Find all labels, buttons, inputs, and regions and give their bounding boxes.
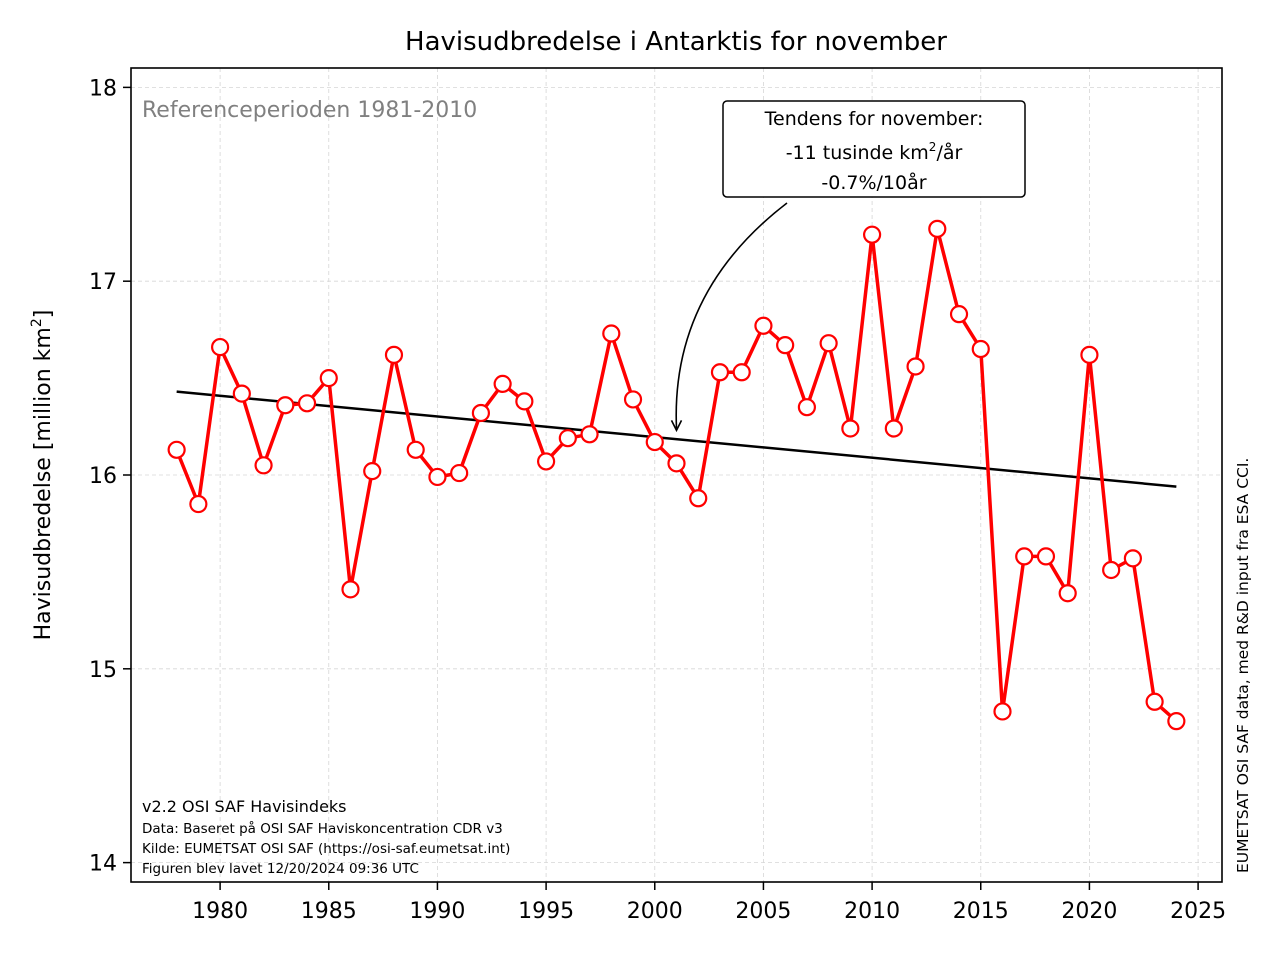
footer-line-3: Kilde: EUMETSAT OSI SAF (https://osi-saf…: [142, 841, 510, 857]
annotation-line-1: Tendens for november:: [764, 108, 984, 130]
data-point: [754, 316, 773, 335]
data-point: [732, 363, 751, 382]
annotation-layer: [670, 202, 788, 433]
y-tick-label: 18: [89, 76, 117, 101]
data-point: [884, 419, 903, 438]
data-point: [471, 403, 491, 423]
data-point: [406, 440, 425, 459]
data-point: [841, 419, 860, 438]
annotation-arrowhead: [670, 420, 683, 433]
x-tick-label: 1995: [518, 899, 574, 924]
data-point: [776, 336, 795, 355]
chart-title: Havisudbredelse i Antarktis for november: [405, 27, 947, 57]
data-point: [341, 580, 360, 599]
data-point: [428, 467, 447, 487]
footer-line-4: Figuren blev lavet 12/20/2024 09:36 UTC: [142, 861, 419, 877]
y-tick-label: 16: [89, 464, 117, 489]
data-point: [1167, 712, 1186, 731]
reference-period-text: Referenceperioden 1981-2010: [142, 98, 477, 123]
data-point: [450, 463, 469, 483]
data-point: [297, 394, 317, 413]
y-tick-label: 15: [89, 658, 117, 683]
axis-layer: 1980 1985 1990 1995 2000 2005 2010 2015 2020 2025…: [89, 76, 1226, 924]
y-axis-label: Havisudbredelse [million km2]: [29, 310, 56, 641]
data-point: [211, 337, 230, 357]
x-tick-label: 1985: [301, 899, 357, 924]
data-point: [1102, 560, 1121, 580]
annotation-unit: /år: [936, 141, 962, 164]
grid: [131, 68, 1222, 882]
data-point: [623, 390, 643, 409]
x-tick-label: 2025: [1170, 899, 1226, 924]
series-line: [174, 227, 1178, 723]
annotation-sup: 2: [929, 140, 937, 154]
data-point: [276, 396, 295, 415]
data-point: [710, 363, 730, 382]
trend-annotation: Tendens for november: -11 tusinde km2/år…: [722, 100, 1026, 198]
data-point: [928, 219, 947, 238]
x-tick-label: 2015: [953, 899, 1009, 924]
data-point: [1123, 549, 1142, 568]
y-axis-label-sup: 2: [29, 318, 45, 327]
data-point: [906, 357, 925, 376]
footer-text: v2.2 OSI SAF Havisindeks Data: Baseret p…: [142, 797, 510, 877]
data-point: [1058, 584, 1077, 603]
x-tick-label: 2010: [844, 899, 900, 924]
data-point: [862, 225, 882, 244]
data-point: [515, 392, 534, 411]
data-point: [667, 454, 686, 473]
data-point: [971, 339, 990, 359]
data-point: [1036, 547, 1056, 566]
data-point: [580, 425, 599, 444]
data-point: [949, 305, 969, 324]
data-point: [254, 456, 273, 475]
annotation-box: [722, 100, 1026, 198]
data-point: [319, 368, 338, 388]
data-point: [797, 398, 816, 417]
data-point: [1080, 345, 1099, 364]
data-point: [493, 374, 512, 394]
data-point: [363, 462, 382, 481]
x-tick-label: 2020: [1061, 899, 1117, 924]
series-layer: [167, 219, 1186, 731]
trend-layer: [176, 390, 1177, 488]
y-axis-label-end: ]: [31, 310, 56, 319]
data-point: [602, 324, 621, 343]
data-point: [537, 452, 556, 471]
data-point: [189, 494, 208, 514]
annotation-line-2: -11 tusinde km2/år: [786, 140, 963, 164]
data-point: [689, 489, 708, 508]
annotation-arrow: [675, 202, 788, 429]
data-point: [819, 334, 838, 353]
data-point: [1145, 692, 1164, 711]
y-tick-label: 14: [89, 852, 117, 877]
x-tick-label: 2000: [627, 899, 683, 924]
x-tick-label: 2005: [735, 899, 791, 924]
data-point: [384, 345, 404, 364]
footer-line-1: v2.2 OSI SAF Havisindeks: [142, 797, 347, 816]
annotation-line-3: -0.7%/10år: [821, 171, 926, 194]
x-tick-label: 1990: [409, 899, 465, 924]
data-point: [167, 440, 186, 459]
trend-line: [176, 390, 1177, 488]
y-tick-label: 17: [89, 270, 117, 295]
footer-line-2: Data: Baseret på OSI SAF Haviskoncentrat…: [142, 820, 503, 837]
data-point: [232, 384, 251, 403]
data-point: [558, 429, 577, 448]
x-tick-label: 1980: [192, 899, 248, 924]
data-point: [645, 432, 664, 452]
side-credit-text: EUMETSAT OSI SAF data, med R&D input fra…: [1234, 458, 1252, 873]
data-point: [993, 702, 1012, 721]
data-point: [1015, 547, 1034, 566]
